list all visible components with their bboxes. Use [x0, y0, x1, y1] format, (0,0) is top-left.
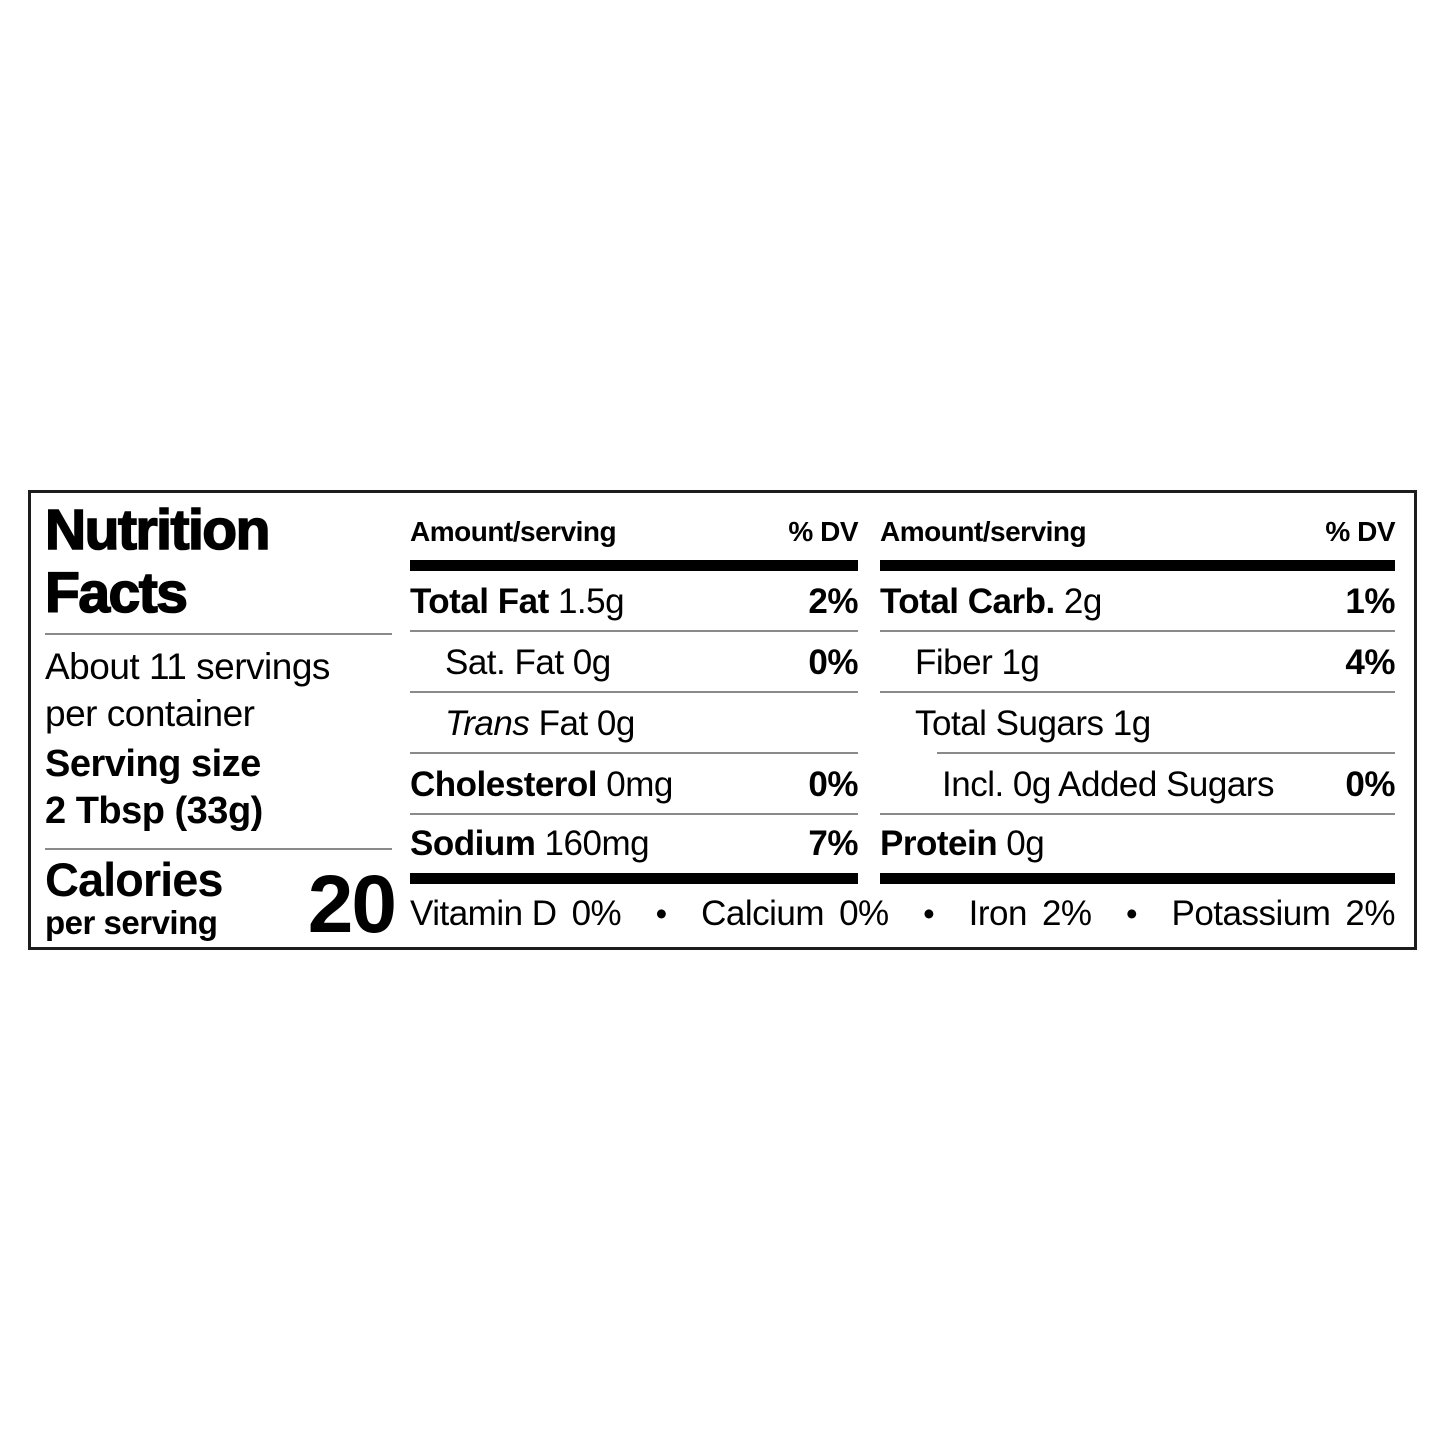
servings-per-container: About 11 servings per container	[45, 643, 330, 737]
nutrient-name: Incl. 0g Added Sugars	[942, 764, 1274, 804]
row-sodium: Sodium 160mg 7%	[410, 815, 858, 873]
row-protein: Protein 0g	[880, 815, 1395, 873]
vitamin-item: Calcium 0%	[701, 894, 889, 934]
calories-labels: Calories per serving	[45, 853, 223, 942]
thick-rule	[410, 873, 858, 884]
percent-dv-header: % DV	[788, 516, 858, 547]
thick-rule	[410, 560, 858, 571]
row-added-sugars: Incl. 0g Added Sugars 0%	[880, 754, 1395, 815]
nutrient-name: Sat. Fat 0g	[445, 642, 611, 682]
amount-serving-header: Amount/serving	[880, 516, 1087, 547]
row-total-carb: Total Carb. 2g 1%	[880, 571, 1395, 632]
dv-value: 1%	[1345, 581, 1395, 621]
nutrient-amount: 2g	[1054, 581, 1102, 621]
nutrient-amount: 0g	[997, 824, 1045, 863]
bullet-separator: •	[1125, 895, 1138, 932]
dv-value: 0%	[1345, 764, 1395, 804]
serving-size-value: 2 Tbsp (33g)	[45, 790, 263, 832]
thick-rule	[880, 560, 1395, 571]
nutrient-name: Cholesterol 0mg	[410, 765, 673, 805]
vitamin-item: Potassium 2%	[1172, 894, 1396, 934]
nutrient-bold: Sodium	[410, 824, 536, 863]
label-title-line2: Facts	[44, 561, 189, 626]
column-header: Amount/serving % DV	[410, 493, 858, 560]
nutrient-bold: Total Fat	[410, 581, 549, 621]
vitamins-row: Vitamin D 0% • Calcium 0% • Iron 2% • Po…	[410, 881, 1395, 941]
label-title-line1: Nutrition	[44, 498, 271, 563]
nutrient-bold: Protein	[880, 824, 998, 863]
nutrient-name: Fiber 1g	[915, 642, 1040, 682]
nutrient-amount: 1.5g	[548, 581, 625, 621]
vitamin-item: Iron 2%	[969, 894, 1092, 934]
nutrient-name: Total Sugars 1g	[915, 703, 1151, 743]
title-divider	[45, 633, 392, 635]
row-cholesterol: Cholesterol 0mg 0%	[410, 754, 858, 815]
vitamin-value: 0%	[571, 894, 622, 933]
serving-size-divider	[45, 848, 392, 850]
calories-sublabel: per serving	[45, 904, 218, 941]
servings-line2: per container	[45, 693, 255, 734]
column-header: Amount/serving % DV	[880, 493, 1395, 560]
dv-value: 0%	[808, 642, 858, 682]
nutrient-bold: Total Carb.	[880, 581, 1055, 621]
row-total-fat: Total Fat 1.5g 2%	[410, 571, 858, 632]
vitamin-name: Vitamin D	[410, 894, 557, 933]
nutrient-amount: 160mg	[535, 824, 650, 863]
nutrient-column-left: Amount/serving % DV Total Fat 1.5g 2% Sa…	[410, 493, 858, 884]
nutrient-name: Sodium 160mg	[410, 824, 650, 864]
percent-dv-header: % DV	[1325, 516, 1395, 547]
nutrient-name: Total Fat 1.5g	[410, 581, 625, 622]
label-title: Nutrition Facts	[44, 498, 271, 626]
row-trans-fat: Trans Fat 0g	[410, 693, 858, 754]
vitamin-name: Potassium	[1171, 894, 1331, 933]
dv-value: 4%	[1345, 642, 1395, 682]
dv-value: 2%	[808, 581, 858, 621]
nutrient-name: Trans Fat 0g	[410, 704, 635, 744]
nutrient-amount: 0mg	[597, 764, 673, 804]
vitamin-name: Calcium	[701, 894, 825, 933]
nutrient-italic: Trans	[445, 703, 530, 743]
nutrient-amount: Fat 0g	[529, 703, 636, 743]
row-total-sugars: Total Sugars 1g	[880, 693, 1395, 754]
label-left-column: Nutrition Facts About 11 servings per co…	[44, 493, 397, 950]
calories-value: 20	[307, 859, 397, 950]
vitamin-value: 2%	[1345, 894, 1395, 933]
dv-value: 0%	[808, 764, 858, 804]
bullet-separator: •	[655, 895, 668, 932]
nutrient-column-right: Amount/serving % DV Total Carb. 2g 1% Fi…	[880, 493, 1395, 884]
nutrient-name: Protein 0g	[880, 824, 1045, 864]
nutrient-name: Total Carb. 2g	[880, 582, 1102, 622]
bullet-separator: •	[923, 895, 935, 932]
calories-label: Calories	[45, 853, 223, 906]
nutrition-facts-label: Nutrition Facts About 11 servings per co…	[28, 490, 1417, 950]
row-sat-fat: Sat. Fat 0g 0%	[410, 632, 858, 693]
serving-size-label: Serving size	[45, 743, 261, 785]
servings-line1: About 11 servings	[45, 646, 330, 687]
amount-serving-header: Amount/serving	[410, 516, 617, 547]
vitamin-item: Vitamin D 0%	[410, 894, 622, 934]
serving-size: Serving size 2 Tbsp (33g)	[45, 741, 263, 835]
vitamin-value: 2%	[1041, 894, 1092, 933]
vitamin-name: Iron	[968, 894, 1028, 933]
calories-row: Calories per serving 20	[45, 853, 397, 950]
dv-value: 7%	[808, 824, 858, 863]
thick-rule	[880, 873, 1395, 884]
row-fiber: Fiber 1g 4%	[880, 632, 1395, 693]
vitamin-value: 0%	[839, 894, 889, 933]
nutrient-bold: Cholesterol	[410, 764, 598, 804]
